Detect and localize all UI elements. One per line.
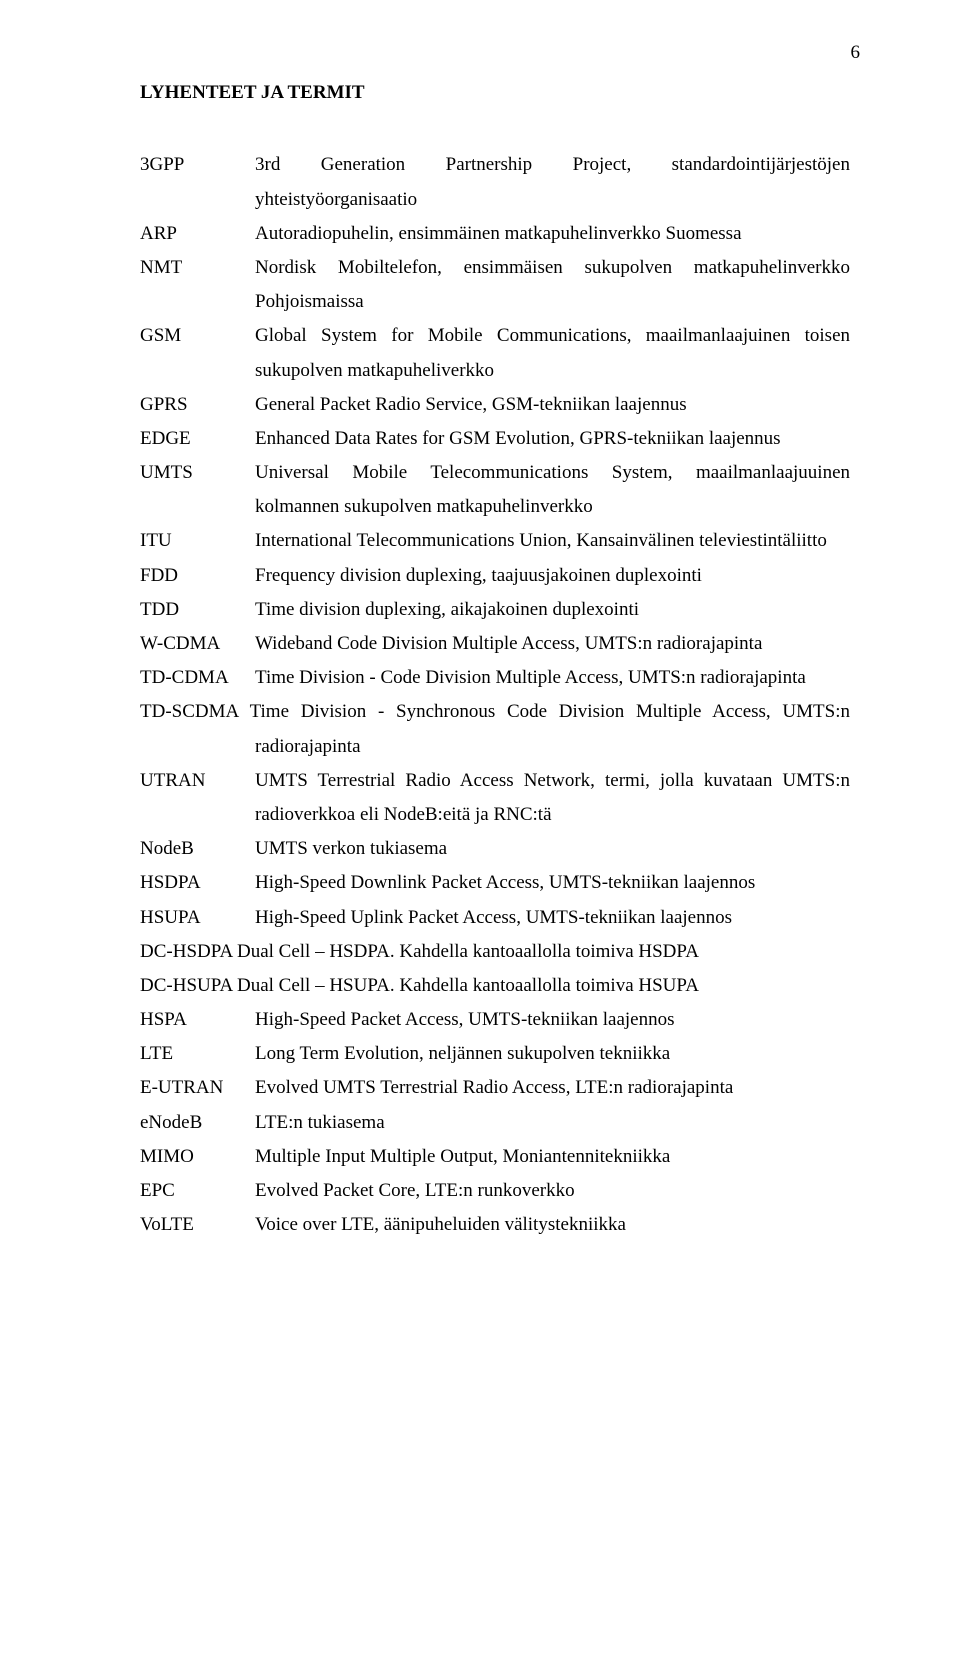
term-definition: Dual Cell – HSDPA. Kahdella kantoaalloll… bbox=[237, 941, 699, 962]
term-definition: Time Division - Code Division Multiple A… bbox=[255, 661, 850, 695]
term-abbr: MIMO bbox=[140, 1140, 255, 1174]
term-definition: Voice over LTE, äänipuheluiden välityste… bbox=[255, 1208, 850, 1242]
term-row: UTRANUMTS Terrestrial Radio Access Netwo… bbox=[140, 764, 850, 832]
term-definition: International Telecommunications Union, … bbox=[255, 524, 850, 558]
term-abbr: TDD bbox=[140, 593, 255, 627]
term-definition: Long Term Evolution, neljännen sukupolve… bbox=[255, 1037, 850, 1071]
term-abbr: HSPA bbox=[140, 1003, 255, 1037]
document-page: 6 LYHENTEET JA TERMIT 3GPP3rd Generation… bbox=[0, 0, 960, 1302]
term-abbr: 3GPP bbox=[140, 148, 255, 182]
term-row: 3GPP3rd Generation Partnership Project, … bbox=[140, 148, 850, 216]
term-abbr: GPRS bbox=[140, 388, 255, 422]
term-row: TDDTime division duplexing, aikajakoinen… bbox=[140, 593, 850, 627]
term-abbr: HSUPA bbox=[140, 901, 255, 935]
term-abbr: E-UTRAN bbox=[140, 1071, 255, 1105]
term-definition: High-Speed Downlink Packet Access, UMTS-… bbox=[255, 866, 850, 900]
term-row: TD-CDMATime Division - Code Division Mul… bbox=[140, 661, 850, 695]
term-row: TD-SCDMA Time Division - Synchronous Cod… bbox=[140, 695, 850, 763]
term-row: DC-HSDPA Dual Cell – HSDPA. Kahdella kan… bbox=[140, 935, 850, 969]
term-abbr: ITU bbox=[140, 524, 255, 558]
term-definition: UMTS verkon tukiasema bbox=[255, 832, 850, 866]
term-row: HSDPAHigh-Speed Downlink Packet Access, … bbox=[140, 866, 850, 900]
term-definition: High-Speed Uplink Packet Access, UMTS-te… bbox=[255, 901, 850, 935]
term-definition: Nordisk Mobiltelefon, ensimmäisen sukupo… bbox=[255, 251, 850, 319]
term-abbr: TD-CDMA bbox=[140, 661, 255, 695]
term-definition: Frequency division duplexing, taajuusjak… bbox=[255, 559, 850, 593]
term-definition: LTE:n tukiasema bbox=[255, 1106, 850, 1140]
term-definition: General Packet Radio Service, GSM-teknii… bbox=[255, 388, 850, 422]
term-definition: Global System for Mobile Communications,… bbox=[255, 319, 850, 387]
term-definition: UMTS Terrestrial Radio Access Network, t… bbox=[255, 764, 850, 832]
term-row: GSMGlobal System for Mobile Communicatio… bbox=[140, 319, 850, 387]
term-abbr: FDD bbox=[140, 559, 255, 593]
term-row: VoLTEVoice over LTE, äänipuheluiden väli… bbox=[140, 1208, 850, 1242]
term-definition: High-Speed Packet Access, UMTS-tekniikan… bbox=[255, 1003, 850, 1037]
term-definition: 3rd Generation Partnership Project, stan… bbox=[255, 148, 850, 216]
term-abbr: EDGE bbox=[140, 422, 255, 456]
term-definition: Time division duplexing, aikajakoinen du… bbox=[255, 593, 850, 627]
term-definition: Dual Cell – HSUPA. Kahdella kantoaalloll… bbox=[237, 975, 699, 996]
term-abbr: HSDPA bbox=[140, 866, 255, 900]
term-abbr: NMT bbox=[140, 251, 255, 285]
term-row: DC-HSUPA Dual Cell – HSUPA. Kahdella kan… bbox=[140, 969, 850, 1003]
term-row: UMTSUniversal Mobile Telecommunications … bbox=[140, 456, 850, 524]
term-row: W-CDMAWideband Code Division Multiple Ac… bbox=[140, 627, 850, 661]
term-row: MIMOMultiple Input Multiple Output, Moni… bbox=[140, 1140, 850, 1174]
term-abbr: UTRAN bbox=[140, 764, 255, 798]
term-definition: Time Division - Synchronous Code Divisio… bbox=[250, 701, 850, 756]
term-definition: Wideband Code Division Multiple Access, … bbox=[255, 627, 850, 661]
term-definition: Universal Mobile Telecommunications Syst… bbox=[255, 456, 850, 524]
term-row: EPCEvolved Packet Core, LTE:n runkoverkk… bbox=[140, 1174, 850, 1208]
term-row: FDDFrequency division duplexing, taajuus… bbox=[140, 559, 850, 593]
term-abbr: eNodeB bbox=[140, 1106, 255, 1140]
term-abbr: LTE bbox=[140, 1037, 255, 1071]
term-abbr: UMTS bbox=[140, 456, 255, 490]
term-row: HSUPAHigh-Speed Uplink Packet Access, UM… bbox=[140, 901, 850, 935]
term-abbr: W-CDMA bbox=[140, 627, 255, 661]
term-row: ARPAutoradiopuhelin, ensimmäinen matkapu… bbox=[140, 217, 850, 251]
term-definition: Evolved Packet Core, LTE:n runkoverkko bbox=[255, 1174, 850, 1208]
term-row: NodeBUMTS verkon tukiasema bbox=[140, 832, 850, 866]
term-definition: Multiple Input Multiple Output, Moniante… bbox=[255, 1140, 850, 1174]
term-abbr: DC-HSDPA bbox=[140, 941, 232, 962]
term-abbr: EPC bbox=[140, 1174, 255, 1208]
term-abbr: NodeB bbox=[140, 832, 255, 866]
term-abbr: TD-SCDMA bbox=[140, 701, 238, 722]
term-definition: Evolved UMTS Terrestrial Radio Access, L… bbox=[255, 1071, 850, 1105]
term-definition: Enhanced Data Rates for GSM Evolution, G… bbox=[255, 422, 850, 456]
term-definition: Autoradiopuhelin, ensimmäinen matkapuhel… bbox=[255, 217, 850, 251]
term-definition-list: 3GPP3rd Generation Partnership Project, … bbox=[140, 148, 850, 1242]
term-row: EDGEEnhanced Data Rates for GSM Evolutio… bbox=[140, 422, 850, 456]
term-row: LTELong Term Evolution, neljännen sukupo… bbox=[140, 1037, 850, 1071]
term-row: NMTNordisk Mobiltelefon, ensimmäisen suk… bbox=[140, 251, 850, 319]
term-abbr: VoLTE bbox=[140, 1208, 255, 1242]
term-row: GPRSGeneral Packet Radio Service, GSM-te… bbox=[140, 388, 850, 422]
term-abbr: DC-HSUPA bbox=[140, 975, 232, 996]
term-row: ITUInternational Telecommunications Unio… bbox=[140, 524, 850, 558]
term-abbr: ARP bbox=[140, 217, 255, 251]
term-row: E-UTRANEvolved UMTS Terrestrial Radio Ac… bbox=[140, 1071, 850, 1105]
term-row: eNodeBLTE:n tukiasema bbox=[140, 1106, 850, 1140]
term-abbr: GSM bbox=[140, 319, 255, 353]
section-heading: LYHENTEET JA TERMIT bbox=[140, 76, 850, 110]
term-row: HSPAHigh-Speed Packet Access, UMTS-tekni… bbox=[140, 1003, 850, 1037]
page-number: 6 bbox=[140, 36, 860, 70]
